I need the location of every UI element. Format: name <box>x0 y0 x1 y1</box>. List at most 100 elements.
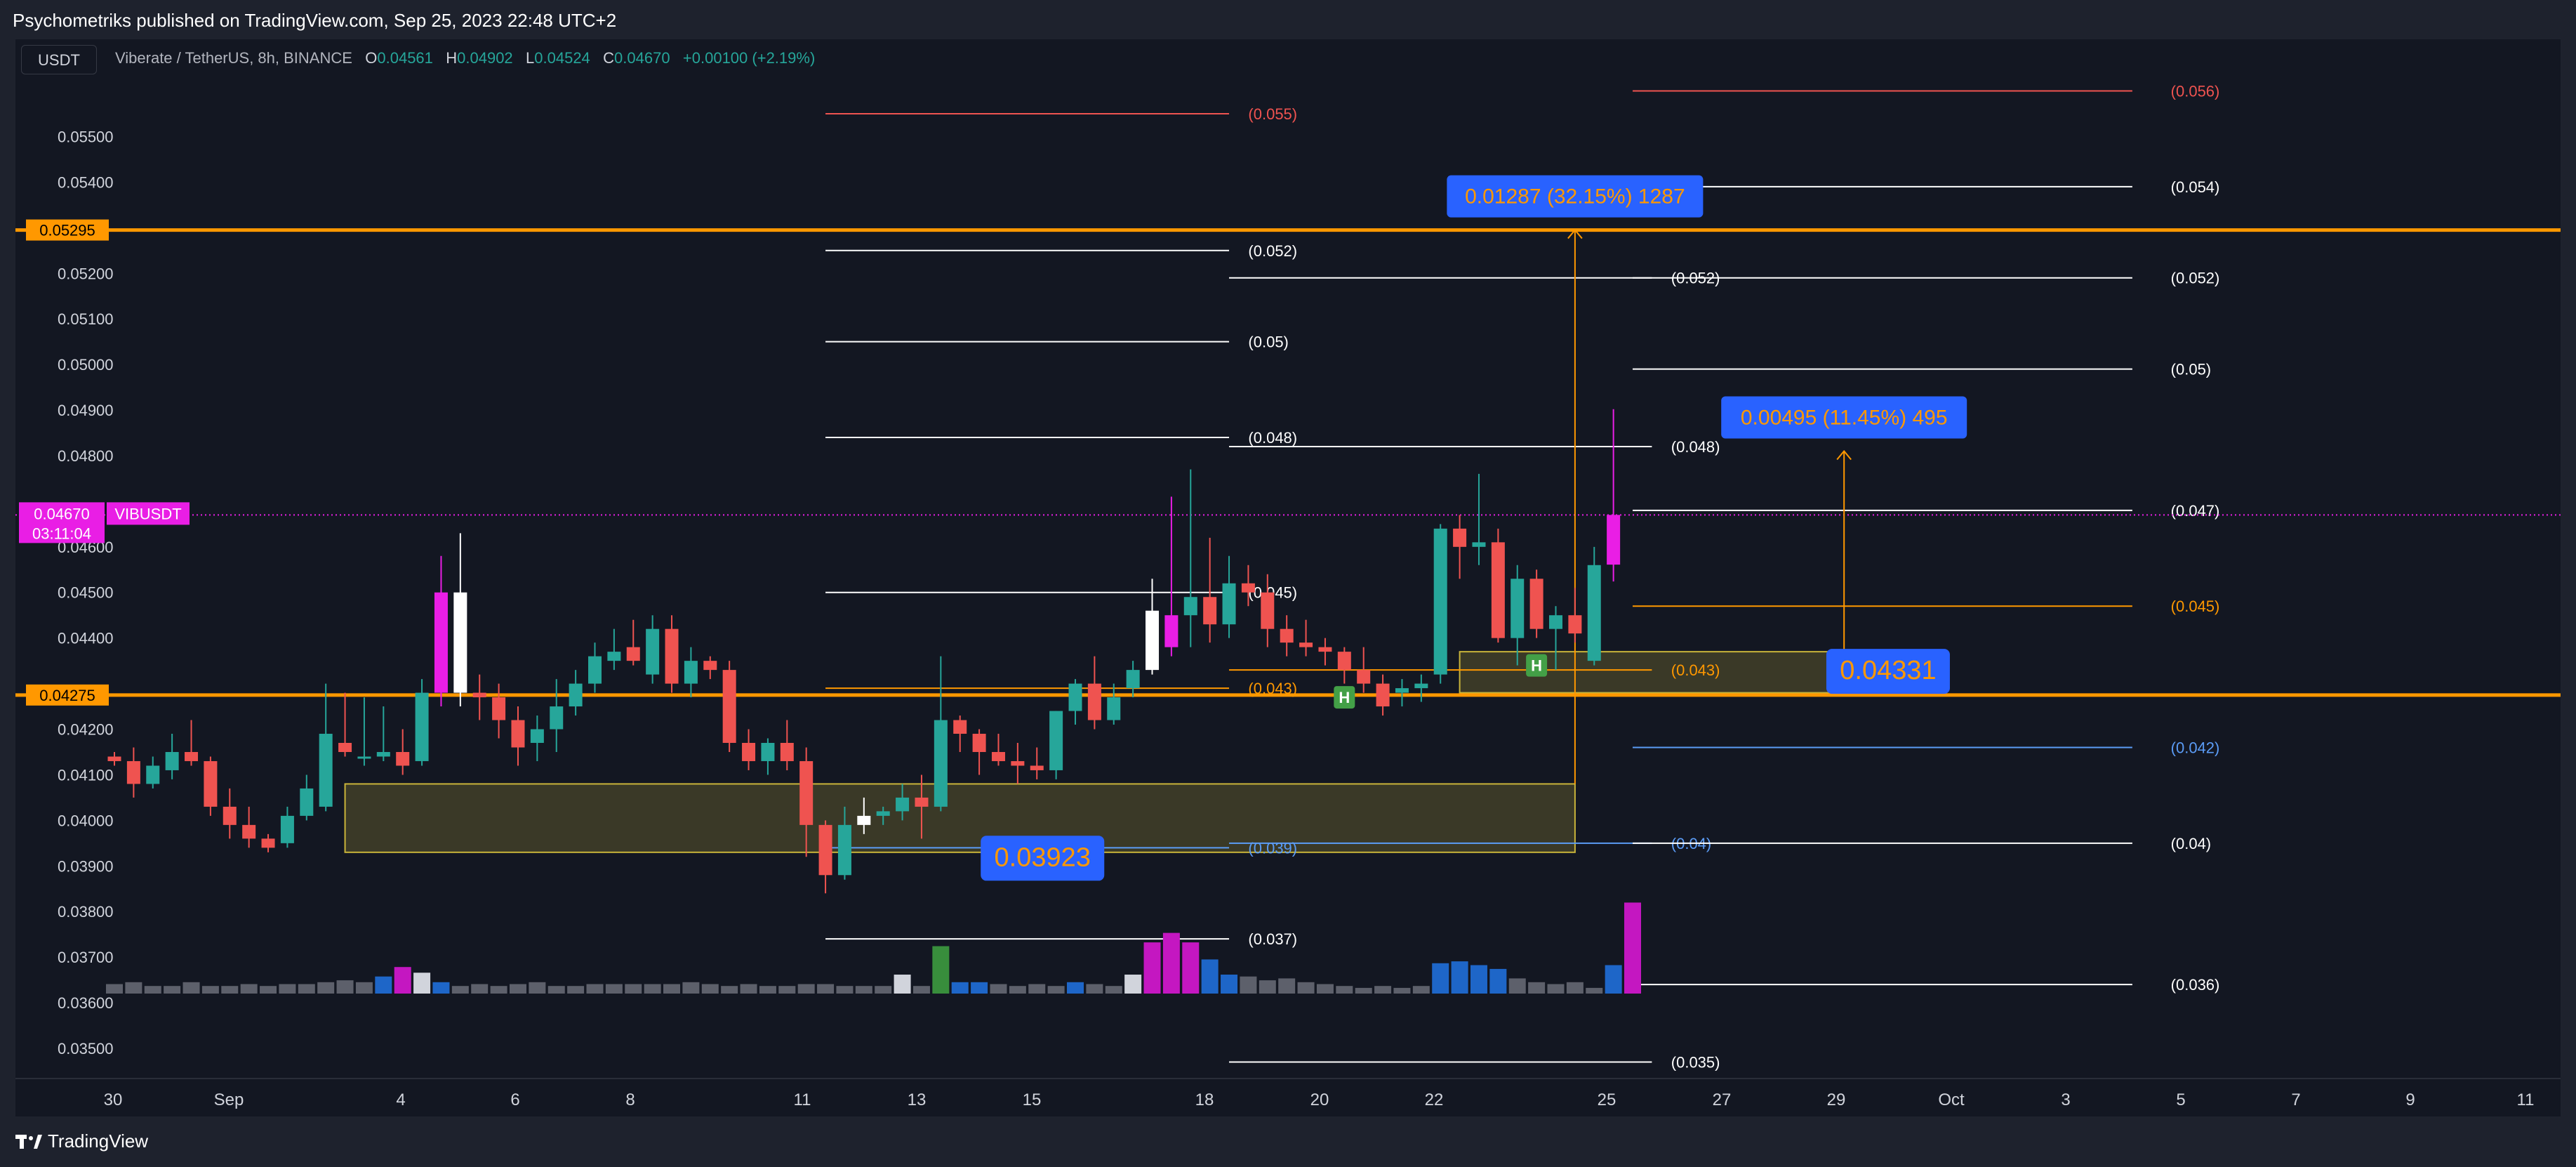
volume-bar <box>1336 986 1353 994</box>
volume-bar <box>298 984 315 994</box>
volume-bar <box>1374 986 1392 994</box>
low-value: 0.04524 <box>534 49 590 67</box>
volume-bar <box>759 986 776 994</box>
candle-body <box>453 592 467 693</box>
bar-countdown-label: 03:11:04 <box>32 525 91 542</box>
volume-bar <box>682 982 700 994</box>
candle-body <box>107 756 121 761</box>
volume-bar <box>951 982 969 994</box>
measure-arrow-head <box>1836 449 1852 461</box>
candle-body <box>434 592 448 693</box>
candle-body <box>972 734 986 752</box>
price-callout-label: 0.03923 <box>995 843 1091 872</box>
candle-body <box>1049 711 1063 770</box>
measure-label-box <box>1447 175 1704 218</box>
candle-body <box>376 751 390 757</box>
fib-level-label: (0.036) <box>2171 976 2220 994</box>
measure-arrow-head <box>1567 229 1583 239</box>
candle-body <box>1146 610 1160 671</box>
candle-body <box>185 751 199 761</box>
volume-bar <box>1067 982 1084 994</box>
fib-level-label: (0.037) <box>1248 930 1297 948</box>
x-tick-label: 8 <box>625 1090 635 1109</box>
low-label: L <box>526 49 535 67</box>
candle-body <box>511 720 525 748</box>
candle-body <box>126 760 140 784</box>
volume-bar <box>317 982 335 994</box>
price-callout-box <box>1826 649 1950 694</box>
fib-level-label: (0.056) <box>2171 83 2220 100</box>
volume-bar <box>1028 984 1046 994</box>
y-tick-label: 0.04000 <box>58 812 114 829</box>
measure-label: 0.01287 (32.15%) 1287 <box>1465 185 1685 209</box>
candle-body <box>261 838 275 848</box>
volume-bar <box>413 972 431 994</box>
candle-body <box>319 734 333 807</box>
candle-body <box>1280 628 1294 643</box>
price-callout-box <box>981 836 1105 881</box>
key-level-tag <box>26 219 109 241</box>
candle-body <box>280 815 294 843</box>
y-tick-label: 0.04400 <box>58 630 114 647</box>
fib-level-label: (0.05) <box>2171 361 2211 378</box>
volume-bar <box>625 984 642 994</box>
x-tick-label: 11 <box>2517 1090 2535 1109</box>
candle-body <box>1261 592 1275 629</box>
volume-bar <box>279 984 296 994</box>
y-tick-label: 0.05400 <box>58 173 114 191</box>
candle-body <box>492 697 506 720</box>
volume-bar <box>336 980 354 994</box>
volume-bar <box>1086 984 1103 994</box>
chart-pane[interactable]: 0.05500 0.05400 0.05200 0.05100 0.05000 0.049… <box>15 39 2561 1116</box>
candle-body <box>1529 579 1543 629</box>
candle-body <box>223 806 237 825</box>
y-tick-label: 0.05200 <box>58 265 114 282</box>
volume-bar <box>547 986 565 994</box>
candle-body <box>1299 642 1313 647</box>
volume-bar <box>221 986 239 994</box>
volume-bar <box>1355 987 1372 994</box>
y-tick-label: 0.05100 <box>58 310 114 328</box>
logo-text: TradingView <box>48 1130 149 1152</box>
volume-bar <box>355 982 373 994</box>
x-tick-label: 9 <box>2405 1090 2415 1109</box>
volume-bar <box>106 984 123 994</box>
y-tick-label: 0.04500 <box>58 584 114 602</box>
candle-body <box>338 742 352 752</box>
candle-body <box>1511 579 1525 638</box>
y-tick-label: 0.05000 <box>58 356 114 374</box>
volume-bar <box>1508 978 1526 994</box>
x-tick-label: 6 <box>510 1090 519 1109</box>
volume-bar <box>1297 982 1315 994</box>
volume-bar <box>778 986 796 994</box>
x-tick-label: 27 <box>1713 1090 1732 1109</box>
volume-bar <box>1489 968 1507 994</box>
candle-body <box>530 729 544 743</box>
x-tick-label: 7 <box>2291 1090 2300 1109</box>
volume-bar <box>971 982 988 994</box>
change-value: +0.00100 (+2.19%) <box>682 49 816 67</box>
candle-body <box>550 706 564 730</box>
candle-body <box>1126 670 1140 689</box>
volume-bar <box>182 982 200 994</box>
y-tick-label: 0.03600 <box>58 994 114 1012</box>
y-tick-label: 0.04100 <box>58 766 114 784</box>
open-label: O <box>365 49 378 67</box>
candle-body <box>761 742 775 761</box>
candle-body <box>876 811 890 816</box>
volume-bar <box>490 986 507 994</box>
close-label: C <box>603 49 615 67</box>
tradingview-logo[interactable]: TradingView <box>15 1130 148 1152</box>
fib-level-label: (0.045) <box>2171 598 2220 615</box>
candle-body <box>1222 583 1236 625</box>
fib-level-label: (0.035) <box>1671 1053 1720 1071</box>
key-level-tag-label: 0.05295 <box>39 222 95 239</box>
volume-bar <box>663 984 681 994</box>
symbol-search-button[interactable]: USDT <box>21 45 97 74</box>
close-value: 0.04670 <box>614 49 670 67</box>
volume-bar <box>1124 975 1142 994</box>
volume-bar <box>1009 986 1026 994</box>
volume-bar <box>1278 978 1296 994</box>
price-chart[interactable]: 0.05500 0.05400 0.05200 0.05100 0.05000 0.049… <box>15 39 2561 1116</box>
candle-body <box>1107 697 1121 720</box>
